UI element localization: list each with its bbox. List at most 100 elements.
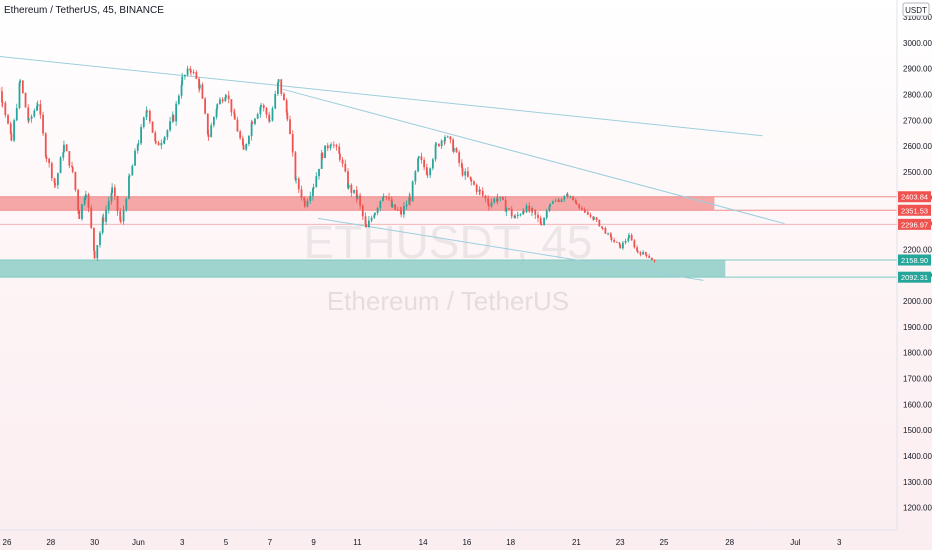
candle-body	[59, 157, 62, 174]
candle-body	[618, 242, 621, 245]
candle-body	[584, 210, 587, 213]
candle-body	[615, 241, 618, 243]
candle-body	[102, 217, 105, 222]
candle-body	[522, 210, 525, 213]
candle-body	[557, 200, 560, 203]
candle-body	[116, 196, 119, 212]
candle-body	[548, 206, 551, 211]
candle-body	[642, 252, 645, 255]
candle-body	[373, 215, 376, 218]
candle-body	[376, 207, 379, 213]
candle-body	[45, 156, 48, 159]
candle-body	[36, 104, 39, 107]
candle-body	[443, 140, 446, 142]
x-tick-label: 28	[46, 538, 55, 547]
x-tick-label: 7	[268, 538, 273, 547]
candle-body	[90, 207, 93, 228]
candle-body	[274, 93, 277, 109]
candle-body	[426, 174, 429, 176]
x-tick-label: Jun	[132, 538, 145, 547]
candle-body	[268, 114, 271, 122]
candle-body	[390, 199, 393, 207]
candle-body	[21, 80, 24, 93]
y-tick-label: 1600.00	[903, 400, 932, 409]
candle-body	[145, 110, 148, 118]
candle-body	[1, 102, 4, 104]
candle-body	[572, 196, 574, 201]
candle-body	[303, 200, 306, 207]
trendline-3	[317, 217, 704, 281]
x-tick-label: Jul	[790, 538, 800, 547]
candle-body	[198, 84, 201, 89]
y-tick-label: 2800.00	[903, 90, 932, 99]
candle-body	[516, 214, 519, 217]
candle-body	[636, 247, 638, 251]
candle-body	[504, 199, 507, 212]
candle-body	[285, 100, 288, 113]
candle-body	[271, 108, 274, 121]
y-tick-label: 2000.00	[903, 297, 932, 306]
candle-body	[560, 199, 563, 203]
candle-body	[212, 116, 215, 126]
level-label-bg	[898, 204, 931, 216]
candle-body	[315, 176, 318, 188]
candle-body	[332, 144, 335, 146]
candle-body	[460, 162, 463, 168]
candle-body	[7, 115, 9, 124]
candle-body	[71, 167, 74, 172]
candle-body	[96, 245, 99, 259]
candle-body	[27, 107, 30, 121]
candle-body	[192, 71, 195, 73]
candle-body	[245, 143, 248, 150]
candle-body	[300, 189, 303, 198]
candle-body	[248, 136, 250, 144]
candle-body	[181, 76, 184, 85]
candle-body	[172, 115, 175, 122]
candle-body	[429, 168, 432, 176]
candle-body	[469, 176, 472, 180]
candle-body	[481, 190, 484, 196]
candle-body	[493, 198, 496, 203]
candle-body	[93, 227, 95, 251]
candle-body	[598, 219, 601, 227]
candle-body	[306, 200, 309, 207]
candle-body	[382, 196, 384, 201]
level-label: 2351.53	[901, 206, 928, 215]
x-tick-label: 14	[419, 538, 428, 547]
candle-body	[198, 78, 200, 89]
candle-body	[586, 212, 589, 215]
candle-body	[435, 143, 438, 145]
y-tick-label: 3000.00	[903, 39, 932, 48]
candle-body	[148, 111, 151, 122]
candle-body	[81, 204, 83, 220]
watermark-name: Ethereum / TetherUS	[327, 286, 569, 316]
candle-body	[227, 95, 230, 100]
candle-body	[125, 198, 128, 210]
candle-body	[151, 121, 154, 133]
x-tick-label: 26	[3, 538, 12, 547]
level-label: 2158.90	[901, 256, 928, 265]
currency-badge[interactable]: USDT	[902, 2, 930, 17]
candle-body	[554, 200, 557, 202]
candle-body	[28, 118, 30, 121]
candle-body	[324, 145, 326, 159]
candle-body	[528, 205, 531, 212]
candle-body	[514, 216, 516, 218]
y-tick-label: 1200.00	[903, 504, 932, 513]
candle-body	[68, 151, 71, 166]
candle-body	[13, 120, 15, 141]
candle-body	[71, 165, 73, 168]
candle-body	[128, 175, 131, 177]
candle-body	[36, 106, 38, 111]
level-label-bg	[898, 254, 931, 266]
candle-body	[230, 99, 233, 113]
candle-body	[365, 224, 368, 228]
candle-body	[320, 152, 323, 169]
candle-body	[338, 153, 341, 160]
time-axis[interactable]: 26 28 30 Jun 3 5 7 9 11 14 16 18 21 23 25 28 Jul 3	[3, 538, 842, 547]
candle-body	[464, 171, 467, 176]
candle-body	[522, 210, 525, 215]
candle-body	[341, 159, 344, 164]
candle-body	[370, 217, 373, 221]
